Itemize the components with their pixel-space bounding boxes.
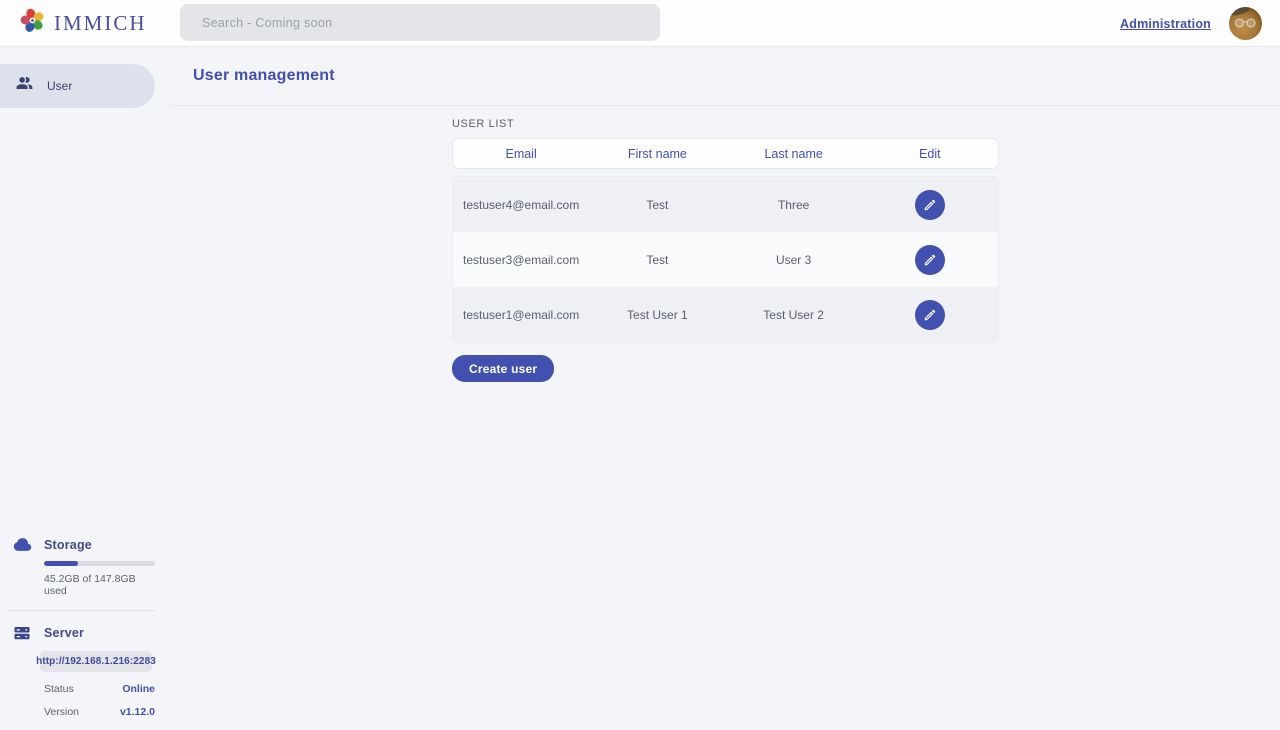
server-status-row: Status Online xyxy=(44,683,155,695)
column-header-email: Email xyxy=(505,146,537,161)
users-icon xyxy=(15,74,34,98)
storage-progress-bar xyxy=(44,561,155,566)
column-header-edit: Edit xyxy=(919,146,941,161)
version-label: Version xyxy=(44,706,80,718)
version-value: v1.12.0 xyxy=(119,706,155,718)
immich-flower-logo-icon xyxy=(19,7,46,39)
top-header: IMMICH Administration xyxy=(0,0,1280,47)
cell-first-name: Test User 1 xyxy=(627,307,688,322)
status-value: Online xyxy=(122,683,155,695)
table-row: testuser1@email.com Test User 1 Test Use… xyxy=(453,287,998,342)
user-list-label: USER LIST xyxy=(452,118,515,130)
administration-link[interactable]: Administration xyxy=(1120,16,1211,31)
cell-email: testuser3@email.com xyxy=(463,252,580,267)
sidebar-divider xyxy=(8,610,155,611)
pencil-icon xyxy=(924,254,936,265)
cell-first-name: Test xyxy=(646,252,669,267)
page-title: User management xyxy=(193,67,335,84)
edit-user-button[interactable] xyxy=(914,299,945,330)
cell-first-name: Test xyxy=(646,197,669,212)
server-version-row: Version v1.12.0 xyxy=(44,706,155,718)
cell-email: testuser1@email.com xyxy=(463,307,580,322)
storage-usage-text: 45.2GB of 147.8GB used xyxy=(44,573,136,597)
table-header-row: Email First name Last name Edit xyxy=(452,138,999,169)
server-icon xyxy=(0,624,44,642)
sidebar-status-panel: Storage 45.2GB of 147.8GB used xyxy=(0,535,170,718)
avatar[interactable] xyxy=(1229,7,1262,40)
edit-user-button[interactable] xyxy=(914,244,945,275)
pencil-icon xyxy=(924,199,936,210)
cloud-icon xyxy=(0,535,44,554)
cell-last-name: Test User 2 xyxy=(763,307,824,322)
storage-title: Storage xyxy=(44,537,92,552)
search-input[interactable] xyxy=(180,4,660,41)
pencil-icon xyxy=(924,309,936,320)
status-label: Status xyxy=(44,683,74,695)
cell-email: testuser4@email.com xyxy=(463,197,580,212)
user-table: testuser4@email.com Test Three testuser3… xyxy=(452,176,999,343)
column-header-first-name: First name xyxy=(627,146,687,161)
server-url-badge: http://192.168.1.216:2283 xyxy=(36,651,156,672)
server-title: Server xyxy=(44,626,85,640)
brand-name: IMMICH xyxy=(54,10,147,35)
edit-user-button[interactable] xyxy=(914,189,945,220)
page-titlebar: User management xyxy=(170,47,1280,106)
table-row: testuser3@email.com Test User 3 xyxy=(453,232,998,287)
cell-last-name: User 3 xyxy=(775,252,812,267)
table-row: testuser4@email.com Test Three xyxy=(453,177,998,232)
cell-last-name: Three xyxy=(777,197,810,212)
column-header-last-name: Last name xyxy=(764,146,823,161)
brand[interactable]: IMMICH xyxy=(0,7,147,39)
storage-section: Storage xyxy=(0,535,170,554)
glasses-icon xyxy=(1234,18,1256,28)
server-section: Server xyxy=(0,624,170,642)
header-right: Administration xyxy=(1120,0,1262,47)
storage-progress-fill xyxy=(44,561,78,566)
main-content: User management USER LIST Email First na… xyxy=(170,47,1280,730)
sidebar-item-user[interactable]: User xyxy=(0,64,155,108)
create-user-button[interactable]: Create user xyxy=(452,355,555,382)
sidebar-item-user-label: User xyxy=(47,79,73,93)
sidebar: User Storage 45.2GB of 147.8GB used xyxy=(0,47,170,730)
